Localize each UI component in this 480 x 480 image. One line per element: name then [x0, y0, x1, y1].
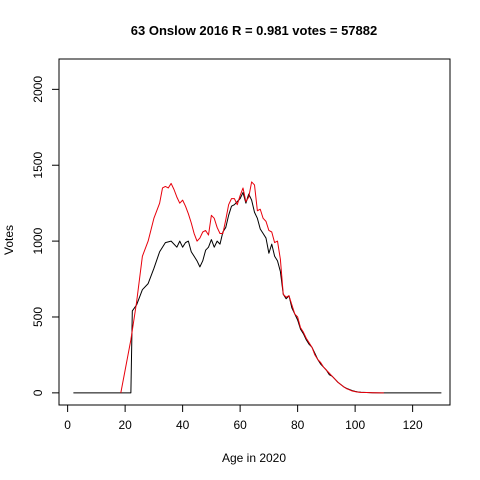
- series-layer: [73, 181, 442, 394]
- y-tick-label: 0: [31, 389, 45, 396]
- x-axis-label: Age in 2020: [222, 451, 286, 465]
- y-tick-label: 500: [31, 307, 45, 327]
- plot-area-frame: [58, 58, 451, 406]
- x-tick-label: 80: [291, 418, 305, 432]
- x-axis: 0 20 40 60 80 100 120: [64, 404, 423, 432]
- x-tick-label: 0: [64, 418, 71, 432]
- x-tick-label: 20: [118, 418, 132, 432]
- x-tick-label: 60: [233, 418, 247, 432]
- series-line-1: [73, 192, 442, 394]
- y-tick-label: 1000: [31, 227, 45, 254]
- y-axis-label: Votes: [2, 225, 16, 255]
- x-tick-label: 40: [176, 418, 190, 432]
- series-line-2: [120, 181, 384, 394]
- x-tick-label: 120: [403, 418, 423, 432]
- y-tick-label: 2000: [31, 76, 45, 103]
- y-tick-label: 1500: [31, 152, 45, 179]
- y-axis: 0 500 1000 1500 2000: [31, 76, 60, 396]
- chart-title: 63 Onslow 2016 R = 0.981 votes = 57882: [131, 23, 377, 38]
- x-tick-label: 100: [345, 418, 365, 432]
